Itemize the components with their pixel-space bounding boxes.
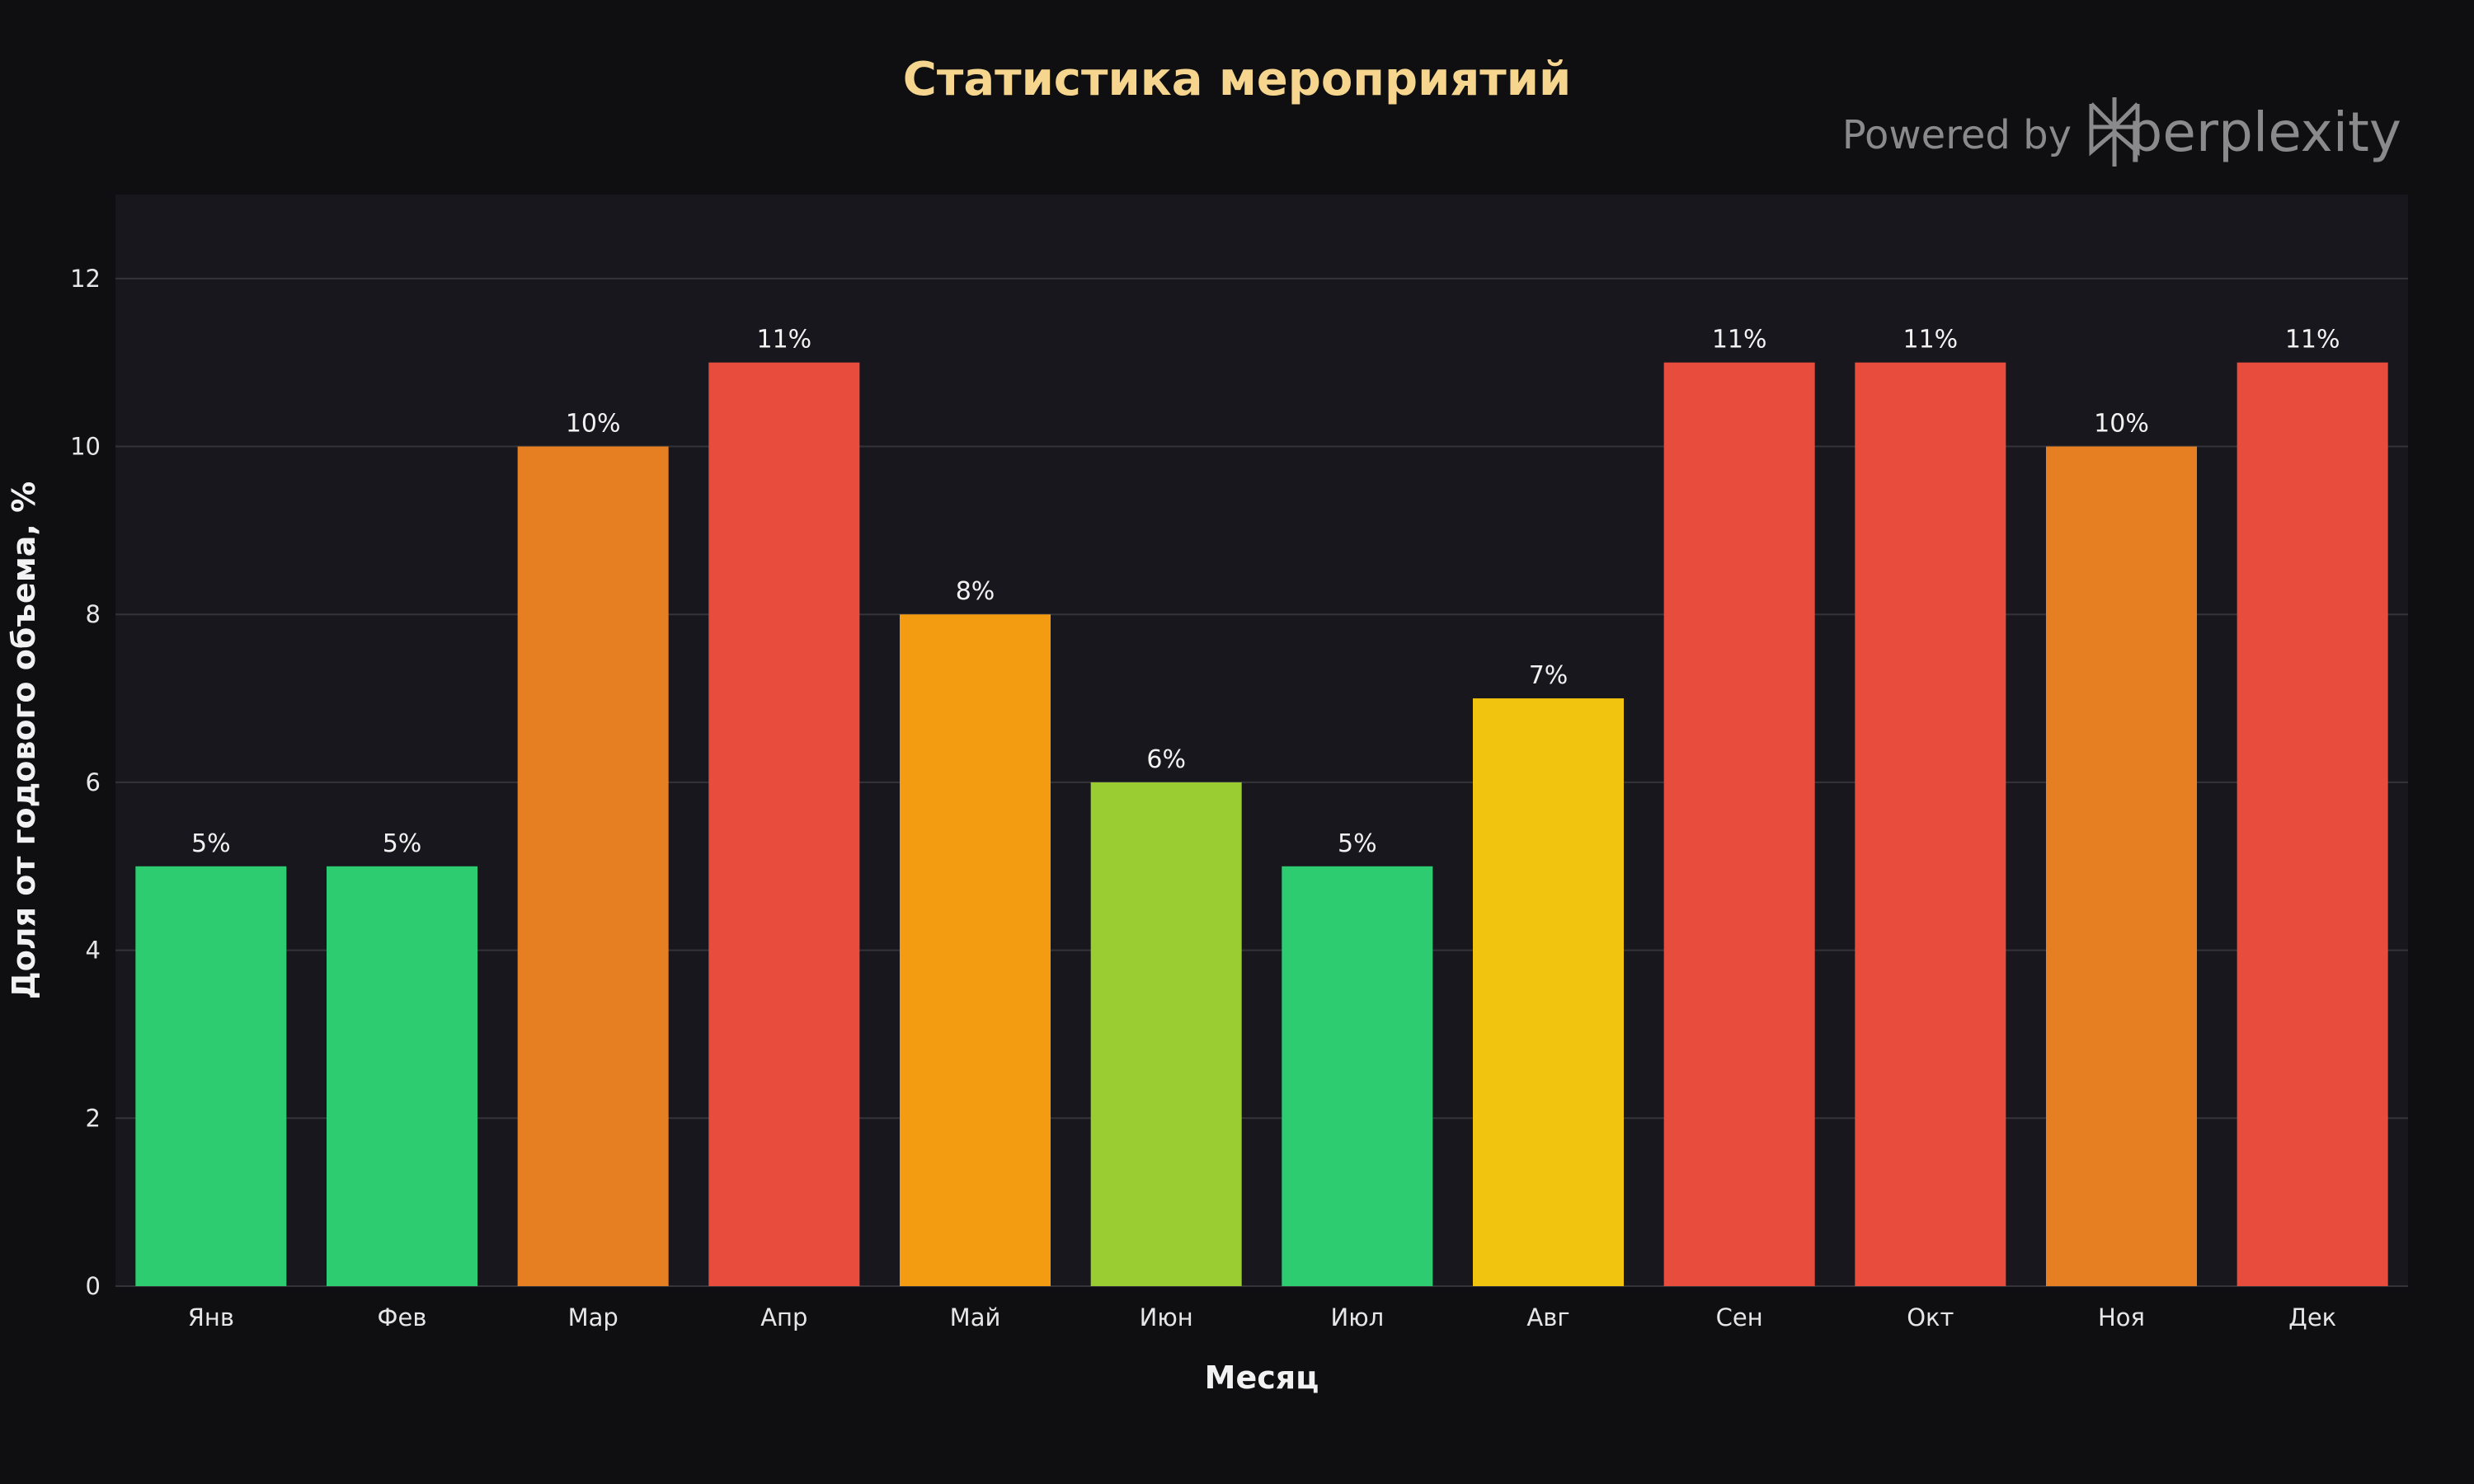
data-label: 8%: [956, 577, 995, 606]
watermark: Powered by perplexity: [1842, 97, 2401, 167]
bar: [326, 866, 478, 1286]
x-axis-title: Месяц: [1205, 1360, 1319, 1396]
x-tick-label: Мар: [568, 1303, 618, 1331]
x-tick-label: Апр: [760, 1303, 807, 1331]
bar: [899, 614, 1051, 1286]
y-tick-label: 8: [86, 600, 101, 628]
x-tick-label: Янв: [188, 1303, 234, 1331]
data-label: 6%: [1146, 745, 1186, 774]
bar: [708, 362, 860, 1286]
bar: [135, 866, 287, 1286]
watermark-brand: perplexity: [2128, 101, 2401, 164]
chart-title: Статистика мероприятий: [903, 53, 1571, 106]
x-tick-label: Июл: [1331, 1303, 1385, 1331]
y-axis-ticks: 0 2 4 6 8 10 12: [70, 265, 101, 1300]
y-tick-label: 4: [86, 937, 101, 965]
data-labels: 5% 5% 10% 11% 8% 6% 5% 7% 11% 11% 10% 11%: [191, 326, 2340, 858]
data-label: 11%: [756, 326, 811, 355]
x-tick-label: Ноя: [2098, 1303, 2145, 1331]
y-tick-label: 10: [70, 433, 101, 461]
bar: [1855, 362, 2006, 1286]
x-tick-label: Авг: [1526, 1303, 1569, 1331]
watermark-prefix: Powered by: [1842, 112, 2072, 158]
bar: [1090, 782, 1242, 1286]
bar: [2045, 446, 2198, 1286]
y-tick-label: 6: [86, 768, 101, 796]
x-tick-label: Июн: [1140, 1303, 1193, 1331]
y-tick-label: 2: [86, 1104, 101, 1132]
bar: [1282, 866, 1433, 1286]
grid: [115, 277, 2408, 1287]
bar: [1472, 698, 1625, 1286]
y-axis-title: Доля от годового объема, %: [6, 481, 42, 999]
data-label: 10%: [566, 410, 621, 439]
data-label: 11%: [1712, 326, 1767, 355]
data-label: 5%: [191, 829, 231, 858]
x-tick-label: Май: [950, 1303, 1001, 1331]
data-label: 7%: [1529, 661, 1569, 690]
bars: [135, 362, 2388, 1286]
bar: [517, 446, 669, 1286]
data-label: 5%: [1338, 829, 1377, 858]
bar: [1663, 362, 1815, 1286]
bar: [2236, 362, 2388, 1286]
data-label: 11%: [1903, 326, 1958, 355]
x-tick-label: Окт: [1907, 1303, 1954, 1331]
perplexity-logo-icon: [2089, 97, 2140, 167]
x-tick-label: Дек: [2288, 1303, 2336, 1331]
x-tick-label: Фев: [378, 1303, 427, 1331]
plot-area: [115, 195, 2408, 1286]
x-axis-ticks: Янв Фев Мар Апр Май Июн Июл Авг Сен Окт Ноя Дек: [188, 1303, 2336, 1331]
data-label: 11%: [2285, 326, 2340, 355]
data-label: 5%: [383, 829, 422, 858]
y-tick-label: 12: [70, 265, 101, 293]
data-label: 10%: [2094, 410, 2149, 439]
y-tick-label: 0: [86, 1272, 101, 1300]
x-tick-label: Сен: [1716, 1303, 1763, 1331]
